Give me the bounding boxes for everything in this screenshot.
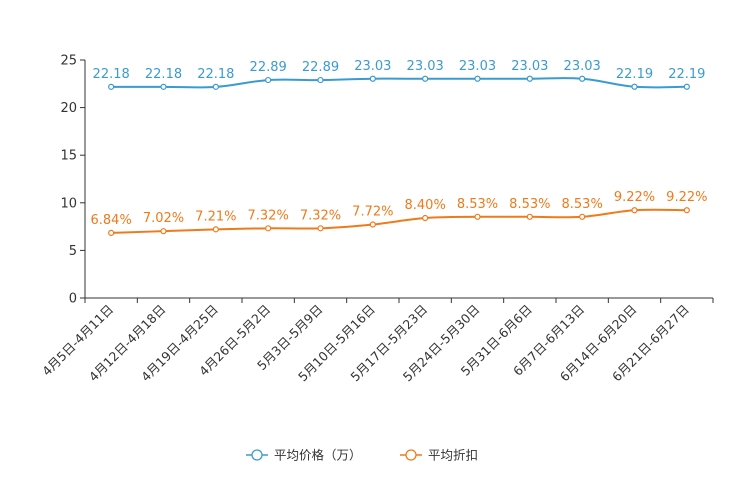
data-point[interactable] [579,75,586,82]
data-label: 8.53% [457,197,498,212]
data-label: 7.02% [143,211,184,226]
data-point[interactable] [422,75,429,82]
data-label: 23.03 [459,59,496,74]
y-tick-label: 25 [60,54,77,69]
data-point[interactable] [422,214,429,222]
series-line [111,208,687,234]
data-label: 8.40% [405,198,446,213]
data-point[interactable] [369,221,376,228]
data-point[interactable] [160,228,167,235]
legend-item-1[interactable]: 平均价格（万） [246,448,362,463]
legend-label: 平均折扣 [428,448,478,463]
data-point[interactable] [474,75,481,82]
data-point[interactable] [317,225,324,232]
data-point[interactable] [108,83,115,90]
data-point[interactable] [160,83,167,90]
data-label: 23.03 [407,59,444,74]
series-line [111,77,687,89]
legend-label: 平均价格（万） [274,448,362,463]
data-point[interactable] [265,225,272,232]
legend-marker-icon [251,449,263,461]
data-label: 22.89 [302,60,339,75]
data-label: 8.53% [562,197,603,212]
data-label: 7.32% [300,208,341,223]
series-layer: 22.18 22.18 22.18 22.89 22.89 23.03 23.03 23.03… [91,59,707,236]
data-label: 6.84% [91,213,132,228]
data-point[interactable] [108,229,115,236]
y-tick-label: 20 [60,101,77,116]
data-label: 7.72% [352,205,393,220]
series-2: 6.84% 7.02% 7.21% 7.32% 7.32% 7.72% 8.40% 8.53%… [91,190,707,236]
series-1: 22.18 22.18 22.18 22.89 22.89 23.03 23.03 23.03… [93,59,705,90]
data-point[interactable] [631,207,638,214]
data-label: 8.53% [509,197,550,212]
data-point[interactable] [212,83,219,90]
y-tick-label: 15 [60,149,77,164]
data-label: 22.18 [197,67,234,82]
data-point[interactable] [526,213,533,220]
data-point[interactable] [683,83,690,90]
data-label: 23.03 [511,59,548,74]
data-label: 9.22% [666,190,707,205]
data-label: 23.03 [564,59,601,74]
y-tick-label: 10 [60,196,77,211]
data-label: 22.19 [616,67,653,82]
data-point[interactable] [683,207,690,214]
legend-marker-icon [405,449,417,461]
data-point[interactable] [369,75,376,82]
data-point[interactable] [265,76,272,84]
data-point[interactable] [474,213,481,220]
data-point[interactable] [579,213,586,220]
data-label: 22.19 [668,67,705,82]
data-label: 9.22% [614,190,655,205]
data-label: 7.32% [248,208,289,223]
data-point[interactable] [631,83,638,90]
data-point[interactable] [212,226,219,233]
y-tick-label: 0 [69,292,77,307]
data-label: 22.18 [145,67,182,82]
legend[interactable]: 平均价格（万） 平均折扣 [246,448,478,463]
data-label: 22.89 [250,60,287,75]
data-label: 22.18 [93,67,130,82]
data-label: 7.21% [195,209,236,224]
data-point[interactable] [317,76,324,84]
data-point[interactable] [526,75,533,82]
data-label: 23.03 [354,59,391,74]
legend-item-2[interactable]: 平均折扣 [400,448,478,463]
y-tick-label: 5 [69,244,77,259]
